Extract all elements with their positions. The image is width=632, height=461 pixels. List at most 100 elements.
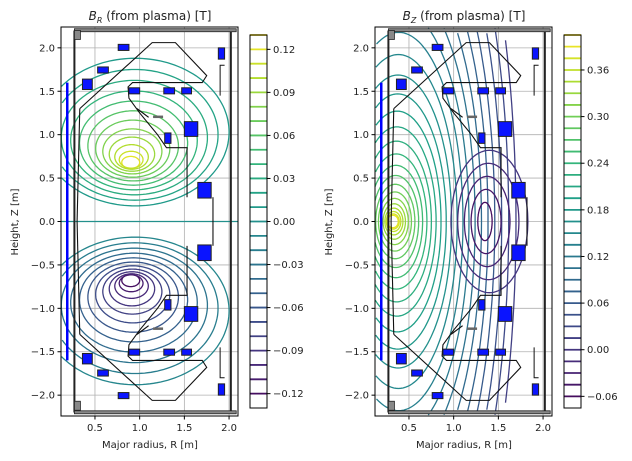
contour-line: [375, 183, 416, 260]
colorbar-tick-label: 0.30: [587, 112, 609, 123]
pf-coil: [181, 87, 193, 95]
y-axis-label-br: Height, Z [m]: [10, 188, 21, 255]
pf-coil: [511, 244, 526, 262]
pf-coil: [183, 121, 199, 137]
pf-coil: [495, 87, 507, 95]
contour-line: [443, 28, 476, 415]
contour-line: [118, 150, 144, 169]
contour-line: [87, 110, 180, 182]
outer-bracket: [219, 347, 225, 379]
y-tick-label: 2.0: [353, 43, 369, 54]
contour-line: [456, 33, 483, 410]
contour-line: [450, 149, 529, 294]
pf-coil: [497, 306, 513, 322]
pf-coil: [163, 348, 176, 356]
outer-bracket: [219, 64, 225, 96]
x-tick-label: 1.0: [446, 423, 462, 434]
colorbar-frame: [563, 34, 582, 409]
contour-line: [427, 27, 470, 416]
pf-coil: [217, 383, 226, 396]
contour-line: [108, 271, 156, 307]
vessel-block: [388, 30, 395, 40]
pf-coil: [117, 43, 130, 51]
baffle: [450, 108, 463, 118]
contour-line: [486, 33, 503, 410]
contour-line: [95, 265, 171, 324]
pf-coil: [411, 369, 423, 377]
contour-line: [457, 162, 520, 281]
contour-line: [477, 201, 493, 242]
pf-coil: [197, 181, 212, 199]
y-tick-label: −0.5: [31, 260, 55, 271]
contour-line: [463, 175, 511, 268]
x-tick-label: 1.5: [490, 423, 506, 434]
limiter-outline: [79, 245, 208, 401]
contour-line: [382, 203, 407, 240]
chart-title-br: BR (from plasma) [T]: [89, 9, 212, 25]
pf-coil: [81, 352, 93, 365]
vessel-plate: [74, 410, 237, 415]
limiter-outline: [393, 245, 522, 401]
axes-frame: [60, 26, 239, 417]
pf-coil: [531, 383, 540, 396]
pf-coil: [411, 66, 423, 74]
baffle-plate: [153, 115, 164, 119]
limiter-outline: [390, 221, 395, 335]
contour-line: [374, 164, 424, 279]
colorbar-tick-label: 0.06: [587, 299, 609, 310]
pf-coil: [97, 369, 109, 377]
pf-coil: [395, 78, 407, 91]
outer-bracket: [533, 347, 539, 379]
contour-line: [102, 268, 163, 315]
y-tick-label: −1.0: [345, 304, 369, 315]
limiter-outline: [79, 42, 208, 198]
baffle: [450, 325, 463, 335]
contour-line: [102, 128, 163, 175]
pf-coil: [431, 392, 444, 400]
baffle: [136, 325, 149, 335]
contour-line: [385, 210, 402, 233]
contour-line: [108, 136, 156, 172]
y-axis-label-bz: Height, Z [m]: [324, 188, 335, 255]
contour-line: [376, 31, 464, 412]
limiter-outline: [76, 108, 81, 222]
baffle-plate: [467, 115, 478, 119]
colorbar-tick-label: 0.06: [273, 131, 295, 142]
x-axis-label-bz: Major radius, R [m]: [416, 440, 512, 451]
contour-line: [114, 273, 149, 300]
contour-line: [470, 188, 502, 255]
contour-line: [374, 140, 433, 303]
pf-coil: [477, 348, 490, 356]
colorbar-tick-label: −0.06: [587, 392, 618, 403]
contour-line: [118, 274, 144, 293]
pf-coil: [163, 87, 176, 95]
contour-line: [504, 40, 517, 403]
y-tick-label: −1.0: [31, 304, 55, 315]
contour-line: [386, 213, 400, 230]
baffle-plate: [153, 327, 164, 330]
x-tick-label: 0.5: [87, 423, 103, 434]
pf-coil: [164, 132, 172, 144]
y-tick-label: 0.5: [39, 174, 55, 185]
pf-coil: [442, 87, 455, 95]
colorbar-tick-label: 0.09: [273, 88, 295, 99]
pf-coil: [117, 392, 130, 400]
colorbar-tick-label: −0.03: [273, 260, 304, 271]
contour-line: [61, 236, 230, 386]
pf-coil: [478, 132, 486, 144]
colorbar-tick-label: −0.06: [273, 303, 304, 314]
contour-line: [375, 110, 442, 333]
baffle-plate: [467, 327, 478, 330]
pf-coil: [431, 43, 444, 51]
vessel-plate: [388, 28, 551, 33]
pf-coil: [183, 306, 199, 322]
pf-coil: [511, 181, 526, 199]
vessel-block: [388, 400, 395, 411]
y-tick-label: −2.0: [345, 391, 369, 402]
chart-title-bz: BZ (from plasma) [T]: [403, 9, 526, 25]
x-tick-label: 0.5: [401, 423, 417, 434]
colorbar-tick-label: 0.00: [587, 345, 609, 356]
colorbar-tick-label: 0.12: [587, 252, 609, 263]
limiter-outline: [393, 42, 522, 198]
outer-bracket: [533, 64, 539, 96]
